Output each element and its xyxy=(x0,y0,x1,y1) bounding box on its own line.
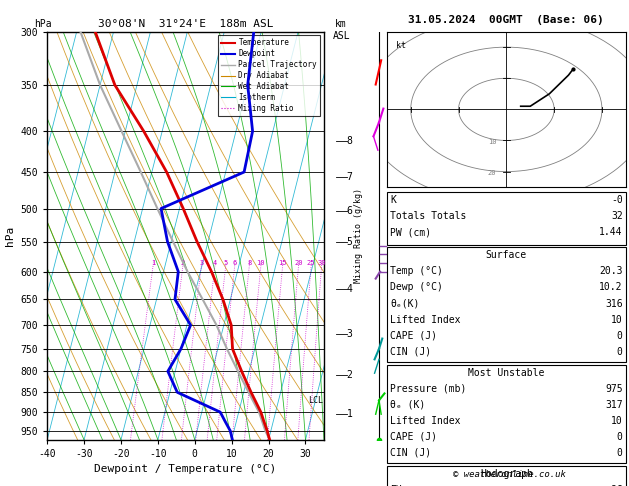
Text: km: km xyxy=(335,19,347,29)
Text: 6: 6 xyxy=(233,260,237,266)
Text: 30°08'N  31°24'E  188m ASL: 30°08'N 31°24'E 188m ASL xyxy=(97,19,274,29)
Text: 15: 15 xyxy=(279,260,287,266)
Text: 0: 0 xyxy=(617,432,623,442)
Text: CIN (J): CIN (J) xyxy=(390,448,431,458)
Text: 0: 0 xyxy=(617,330,623,341)
Text: 7: 7 xyxy=(347,172,353,182)
Text: Hodograph: Hodograph xyxy=(480,469,533,479)
Text: 20: 20 xyxy=(487,170,496,175)
Text: 5: 5 xyxy=(223,260,228,266)
Text: 20.3: 20.3 xyxy=(599,266,623,277)
Text: Lifted Index: Lifted Index xyxy=(390,314,460,325)
Text: Most Unstable: Most Unstable xyxy=(468,367,545,378)
Text: θₑ (K): θₑ (K) xyxy=(390,399,425,410)
Text: Surface: Surface xyxy=(486,250,527,260)
Text: 316: 316 xyxy=(605,298,623,309)
Text: Temp (°C): Temp (°C) xyxy=(390,266,443,277)
Text: 10: 10 xyxy=(611,416,623,426)
Text: hPa: hPa xyxy=(35,19,52,29)
Text: 31.05.2024  00GMT  (Base: 06): 31.05.2024 00GMT (Base: 06) xyxy=(408,15,604,25)
Text: K: K xyxy=(390,195,396,205)
Text: CAPE (J): CAPE (J) xyxy=(390,330,437,341)
Y-axis label: hPa: hPa xyxy=(5,226,15,246)
Text: 25: 25 xyxy=(307,260,315,266)
Text: 317: 317 xyxy=(605,399,623,410)
Text: 4: 4 xyxy=(347,284,353,294)
Text: Lifted Index: Lifted Index xyxy=(390,416,460,426)
Text: 10.2: 10.2 xyxy=(599,282,623,293)
Text: 30: 30 xyxy=(318,260,326,266)
Text: 975: 975 xyxy=(605,383,623,394)
Text: © weatheronline.co.uk: © weatheronline.co.uk xyxy=(453,469,566,479)
Text: 5: 5 xyxy=(347,237,353,246)
Text: 3: 3 xyxy=(199,260,203,266)
Text: kt: kt xyxy=(396,41,406,50)
Text: Dewp (°C): Dewp (°C) xyxy=(390,282,443,293)
Text: LCL: LCL xyxy=(308,396,323,405)
Text: 1: 1 xyxy=(151,260,155,266)
Text: 10: 10 xyxy=(611,314,623,325)
Legend: Temperature, Dewpoint, Parcel Trajectory, Dry Adiabat, Wet Adiabat, Isotherm, Mi: Temperature, Dewpoint, Parcel Trajectory… xyxy=(218,35,320,116)
Text: 1.44: 1.44 xyxy=(599,227,623,237)
Text: -0: -0 xyxy=(611,195,623,205)
Text: -86: -86 xyxy=(605,485,623,486)
Text: 10: 10 xyxy=(487,139,496,144)
Text: CAPE (J): CAPE (J) xyxy=(390,432,437,442)
Text: PW (cm): PW (cm) xyxy=(390,227,431,237)
Text: 1: 1 xyxy=(347,409,353,419)
Text: 0: 0 xyxy=(617,448,623,458)
Text: 4: 4 xyxy=(213,260,217,266)
Text: ASL: ASL xyxy=(332,31,350,41)
Text: 8: 8 xyxy=(247,260,252,266)
Text: θₑ(K): θₑ(K) xyxy=(390,298,420,309)
Text: 8: 8 xyxy=(347,136,353,146)
Text: 2: 2 xyxy=(181,260,185,266)
Text: 3: 3 xyxy=(347,329,353,339)
Text: CIN (J): CIN (J) xyxy=(390,347,431,357)
Text: 10: 10 xyxy=(257,260,265,266)
Text: Pressure (mb): Pressure (mb) xyxy=(390,383,466,394)
Text: EH: EH xyxy=(390,485,402,486)
Text: Totals Totals: Totals Totals xyxy=(390,211,466,221)
Text: Mixing Ratio (g/kg): Mixing Ratio (g/kg) xyxy=(354,188,363,283)
Text: 32: 32 xyxy=(611,211,623,221)
Text: 20: 20 xyxy=(294,260,303,266)
Text: 2: 2 xyxy=(347,370,353,380)
Text: 6: 6 xyxy=(347,206,353,216)
X-axis label: Dewpoint / Temperature (°C): Dewpoint / Temperature (°C) xyxy=(94,465,277,474)
Text: 0: 0 xyxy=(617,347,623,357)
